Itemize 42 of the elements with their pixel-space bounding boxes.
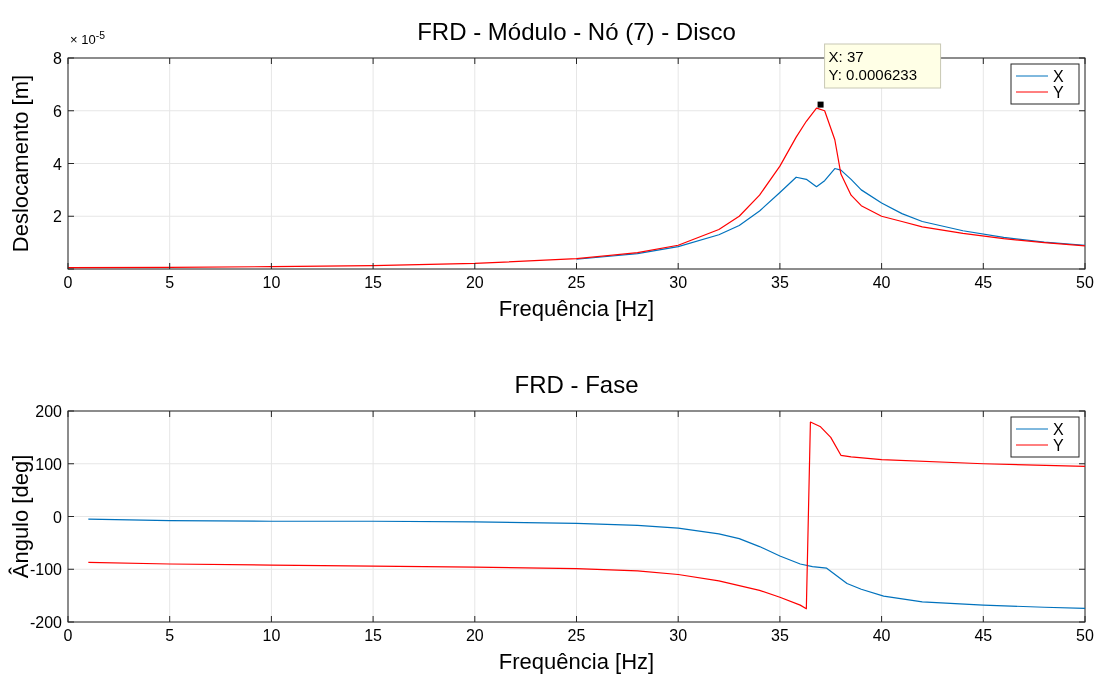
y-tick-label: 2 — [53, 208, 63, 226]
x-tick-label: 40 — [872, 627, 891, 644]
x-tick-label: 5 — [165, 274, 175, 291]
y-axis-title: Deslocamento [m] — [8, 74, 33, 253]
x-tick-label: 45 — [974, 274, 993, 291]
x-tick-label: 35 — [771, 627, 789, 644]
text: × 10$^{-5}$ — [70, 29, 106, 47]
y-tick-label: 6 — [53, 102, 63, 120]
x-tick-label: 30 — [669, 627, 688, 644]
x-tick-label: 20 — [465, 274, 484, 291]
x-tick-label: 25 — [567, 274, 586, 291]
y-tick-label: 100 — [35, 455, 63, 473]
line-series — [87, 421, 1086, 610]
x-tick-label: 50 — [1076, 274, 1094, 291]
x-axis-title: Frequência [Hz] — [498, 296, 655, 321]
x-tick-label: 30 — [669, 274, 688, 291]
legend-label: X — [1053, 421, 1064, 438]
legend-label: Y — [1053, 84, 1064, 101]
x-tick-label: 50 — [1076, 627, 1094, 644]
y-tick-label: 200 — [35, 403, 63, 420]
legend-label: Y — [1053, 437, 1064, 454]
x-tick-label: 45 — [974, 627, 993, 644]
x-tick-label: 10 — [262, 627, 281, 644]
y-tick-label: -200 — [29, 614, 63, 631]
y-tick-label: 4 — [53, 155, 63, 173]
x-axis-title: Frequência [Hz] — [498, 649, 655, 674]
y-tick-label: 8 — [53, 50, 63, 67]
annotation: X: 37 Y: 0.0006233 — [828, 48, 917, 83]
chart-title: FRD - Módulo - Nó (7) - Disco — [417, 18, 736, 45]
x-tick-label: 40 — [872, 274, 891, 291]
chart-title: FRD - Fase — [514, 371, 639, 398]
x-tick-label: 15 — [364, 274, 383, 291]
y-tick-label: 0 — [53, 508, 63, 526]
line-series — [575, 167, 1086, 260]
x-tick-label: 20 — [465, 627, 484, 644]
legend-label: X — [1053, 68, 1064, 85]
line-series — [87, 518, 1086, 609]
x-tick-label: 10 — [262, 274, 281, 291]
x-tick-label: 25 — [567, 627, 586, 644]
x-tick-label: 15 — [364, 627, 383, 644]
x-tick-label: 5 — [165, 627, 175, 644]
x-tick-label: 35 — [771, 274, 789, 291]
